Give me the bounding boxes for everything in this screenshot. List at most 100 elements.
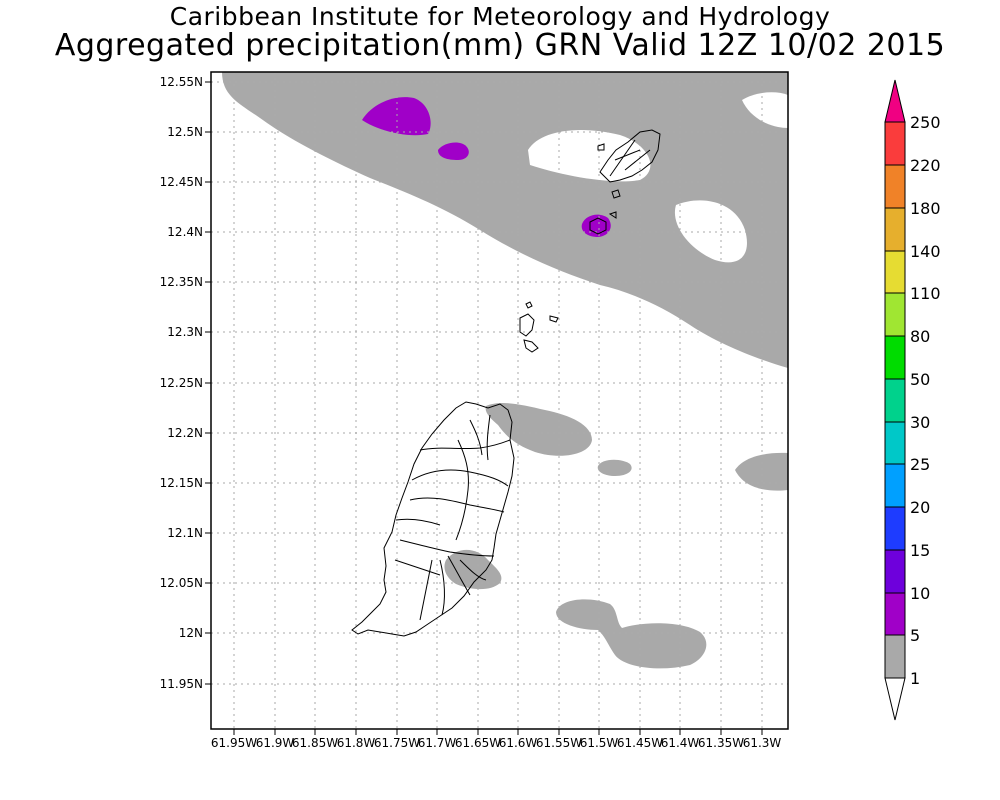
grenada-parish-line-9 <box>447 555 471 596</box>
carriacou-line-2 <box>624 149 651 171</box>
colorbar-segment-30 <box>884 421 906 465</box>
x-label: 61.65W <box>455 736 501 750</box>
grenada-parish-line-12 <box>486 414 491 461</box>
colorbar-labels: 1 5 10 15 20 25 30 50 80 110 140 180 220… <box>910 113 941 688</box>
x-label: 61.35W <box>698 736 744 750</box>
precip-area-5-10mm-2 <box>438 142 469 160</box>
y-label: 12N <box>179 626 203 640</box>
x-label: 61.4W <box>661 736 700 750</box>
title-line-2: Aggregated precipitation(mm) GRN Valid 1… <box>54 28 946 63</box>
colorbar-label: 50 <box>910 370 930 389</box>
islet-7 <box>611 189 621 199</box>
islet-2 <box>523 339 539 353</box>
colorbar-label: 25 <box>910 455 930 474</box>
grenada-parish-line-6 <box>394 559 441 576</box>
x-label: 61.9W <box>256 736 295 750</box>
grenada-parish-line-3 <box>419 439 511 451</box>
colorbar-label: 140 <box>910 242 941 261</box>
x-label: 61.3W <box>743 736 782 750</box>
grenada-parish-line-1 <box>411 469 509 487</box>
x-label: 61.45W <box>617 736 663 750</box>
colorbar-segment-110 <box>884 292 906 337</box>
colorbar-label: 1 <box>910 669 920 688</box>
colorbar-segment-50 <box>884 378 906 423</box>
grenada-parish-line-10 <box>459 559 487 581</box>
precip-area-far-east <box>735 452 788 491</box>
title-line-1: Caribbean Institute for Meteorology and … <box>169 2 831 31</box>
grenada-island-outline <box>351 401 515 637</box>
carriacou-line-3 <box>609 139 636 177</box>
colorbar-segment-25 <box>884 463 906 508</box>
colorbar-segment-10 <box>884 592 906 636</box>
precip-area-southeast <box>556 599 707 669</box>
colorbar-label: 15 <box>910 541 930 560</box>
colorbar <box>884 79 906 721</box>
x-axis-labels: 61.95W 61.9W 61.85W 61.8W 61.75W 61.7W 6… <box>211 736 782 750</box>
clear-hole-3 <box>742 92 788 128</box>
colorbar-segment-20 <box>884 506 906 551</box>
x-label: 61.6W <box>499 736 538 750</box>
grenada-parish-line-13 <box>395 518 441 526</box>
clear-hole-2 <box>674 200 747 263</box>
y-label: 12.45N <box>160 175 203 189</box>
y-label: 12.3N <box>167 325 203 339</box>
y-label: 12.4N <box>167 225 203 239</box>
grenada-parish-line-8 <box>439 559 445 616</box>
precip-area-1-5mm-north <box>222 72 788 368</box>
colorbar-bottom-triangle <box>884 677 906 721</box>
grid-lines <box>211 72 788 729</box>
x-label: 61.55W <box>536 736 582 750</box>
plot-frame <box>210 71 789 730</box>
grenada-parish-line-5 <box>399 539 495 557</box>
colorbar-segment-220 <box>884 164 906 209</box>
precip-area-south-coast <box>444 549 502 590</box>
y-label: 12.2N <box>167 426 203 440</box>
grenada-parish-line-2 <box>409 497 505 513</box>
x-label: 61.5W <box>580 736 619 750</box>
islet-8 <box>608 211 617 219</box>
colorbar-segment-15 <box>884 549 906 594</box>
y-axis-labels: 12.55N 12.5N 12.45N 12.4N 12.35N 12.3N 1… <box>160 75 203 691</box>
colorbar-segment-250 <box>884 121 906 166</box>
x-label: 61.95W <box>211 736 257 750</box>
y-label: 12.55N <box>160 75 203 89</box>
x-label: 61.7W <box>418 736 457 750</box>
colorbar-top-triangle <box>884 79 906 123</box>
colorbar-label: 80 <box>910 327 930 346</box>
colorbar-label: 110 <box>910 284 941 303</box>
y-label: 12.1N <box>167 526 203 540</box>
colorbar-label: 30 <box>910 413 930 432</box>
grenada-parish-line-4 <box>455 439 469 541</box>
islet-6 <box>597 143 605 151</box>
precip-area-east-ne <box>485 403 592 456</box>
y-label: 11.95N <box>160 677 203 691</box>
colorbar-label: 250 <box>910 113 941 132</box>
islet-1 <box>519 313 535 337</box>
y-axis-ticks <box>205 81 211 685</box>
colorbar-label: 220 <box>910 156 941 175</box>
y-label: 12.5N <box>167 125 203 139</box>
x-label: 61.8W <box>337 736 376 750</box>
x-label: 61.85W <box>292 736 338 750</box>
carriacou-line-1 <box>614 149 641 161</box>
precip-area-5-10mm-1 <box>362 97 431 136</box>
islet-5 <box>589 217 607 235</box>
colorbar-segment-5 <box>884 634 906 679</box>
precipitation-layer <box>222 72 788 669</box>
coastlines <box>351 129 661 637</box>
y-label: 12.35N <box>160 275 203 289</box>
colorbar-segment-80 <box>884 335 906 380</box>
islet-4 <box>525 301 533 309</box>
colorbar-label: 180 <box>910 199 941 218</box>
y-label: 12.25N <box>160 376 203 390</box>
grenada-parish-line-7 <box>419 559 433 621</box>
colorbar-label: 10 <box>910 584 930 603</box>
colorbar-label: 5 <box>910 626 920 645</box>
y-label: 12.05N <box>160 576 203 590</box>
islet-3 <box>549 315 559 323</box>
colorbar-label: 20 <box>910 498 930 517</box>
y-label: 12.15N <box>160 476 203 490</box>
colorbar-segment-140 <box>884 250 906 294</box>
x-axis-ticks <box>233 729 763 735</box>
